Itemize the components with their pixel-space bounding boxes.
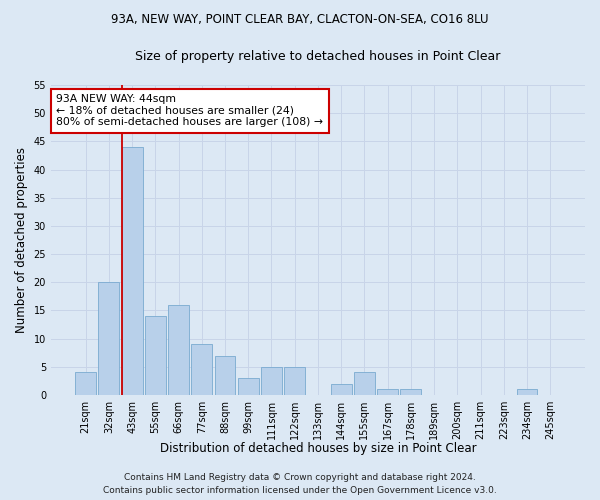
Bar (284, 367, 305, 395)
Bar (122, 147, 143, 395)
Title: Size of property relative to detached houses in Point Clear: Size of property relative to detached ho… (135, 50, 500, 63)
Bar (261, 367, 282, 395)
Bar (75, 372, 96, 395)
Bar (168, 305, 189, 395)
Bar (145, 316, 166, 395)
Bar (400, 390, 421, 395)
Bar (238, 378, 259, 395)
Text: Contains HM Land Registry data © Crown copyright and database right 2024.
Contai: Contains HM Land Registry data © Crown c… (103, 474, 497, 495)
Bar (517, 390, 538, 395)
Bar (354, 372, 375, 395)
X-axis label: Distribution of detached houses by size in Point Clear: Distribution of detached houses by size … (160, 442, 476, 455)
Bar (331, 384, 352, 395)
Bar (377, 390, 398, 395)
Text: 93A, NEW WAY, POINT CLEAR BAY, CLACTON-ON-SEA, CO16 8LU: 93A, NEW WAY, POINT CLEAR BAY, CLACTON-O… (111, 12, 489, 26)
Y-axis label: Number of detached properties: Number of detached properties (15, 147, 28, 333)
Text: 93A NEW WAY: 44sqm
← 18% of detached houses are smaller (24)
80% of semi-detache: 93A NEW WAY: 44sqm ← 18% of detached hou… (56, 94, 323, 128)
Bar (191, 344, 212, 395)
Bar (215, 356, 235, 395)
Bar (98, 282, 119, 395)
